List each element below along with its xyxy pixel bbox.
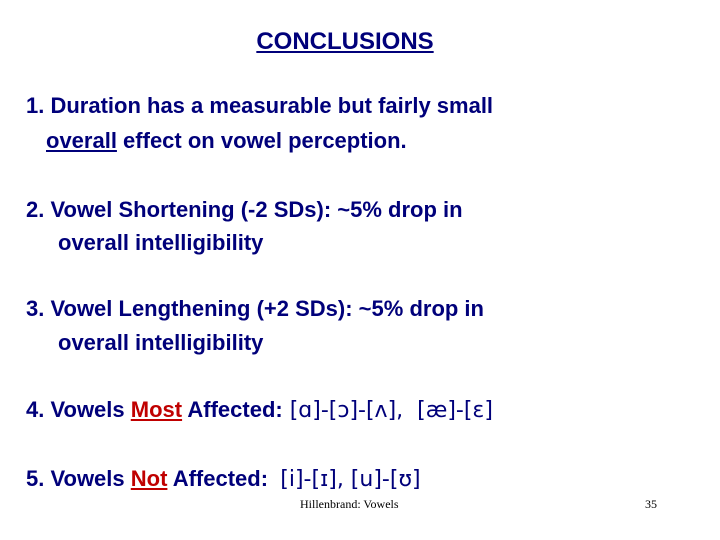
text: 1. Duration has a measurable but fairly …	[26, 93, 494, 118]
text: 2. Vowel Shortening (-2 SDs): ~5% drop i…	[26, 197, 463, 222]
item-line: overall effect on vowel perception.	[46, 128, 407, 154]
page-number: 35	[645, 497, 657, 511]
item-line: 5. Vowels Not Affected: [i]-[ɪ], [u]-[ʊ]	[26, 466, 421, 493]
emphasis: overall	[46, 128, 117, 153]
item-line: overall intelligibility	[58, 230, 263, 256]
text: 4. Vowels	[26, 397, 131, 422]
footer-source: Hillenbrand: Vowels	[300, 497, 399, 511]
text: overall intelligibility	[58, 230, 264, 255]
text: 3. Vowel Lengthening (+2 SDs): ~5% drop …	[26, 296, 484, 321]
text: overall intelligibility	[58, 330, 264, 355]
item-line: 1. Duration has a measurable but fairly …	[26, 93, 493, 119]
item-line: 3. Vowel Lengthening (+2 SDs): ~5% drop …	[26, 296, 484, 322]
text: Affected:	[167, 466, 281, 491]
emphasis: Not	[130, 466, 168, 491]
item-line: 2. Vowel Shortening (-2 SDs): ~5% drop i…	[26, 197, 463, 223]
ipa: [ɑ]-[ɔ]-[ʌ], [æ]-[ɛ]	[282, 398, 493, 423]
text: 5. Vowels	[26, 466, 131, 491]
ipa: [i]-[ɪ], [u]-[ʊ]	[280, 467, 421, 492]
text: effect on vowel perception.	[116, 128, 407, 153]
emphasis: Most	[130, 397, 183, 422]
slide-title: CONCLUSIONS	[256, 28, 434, 55]
text: Affected:	[182, 397, 283, 422]
item-line: overall intelligibility	[58, 330, 263, 356]
item-line: 4. Vowels Most Affected: [ɑ]-[ɔ]-[ʌ], [æ…	[26, 397, 493, 424]
